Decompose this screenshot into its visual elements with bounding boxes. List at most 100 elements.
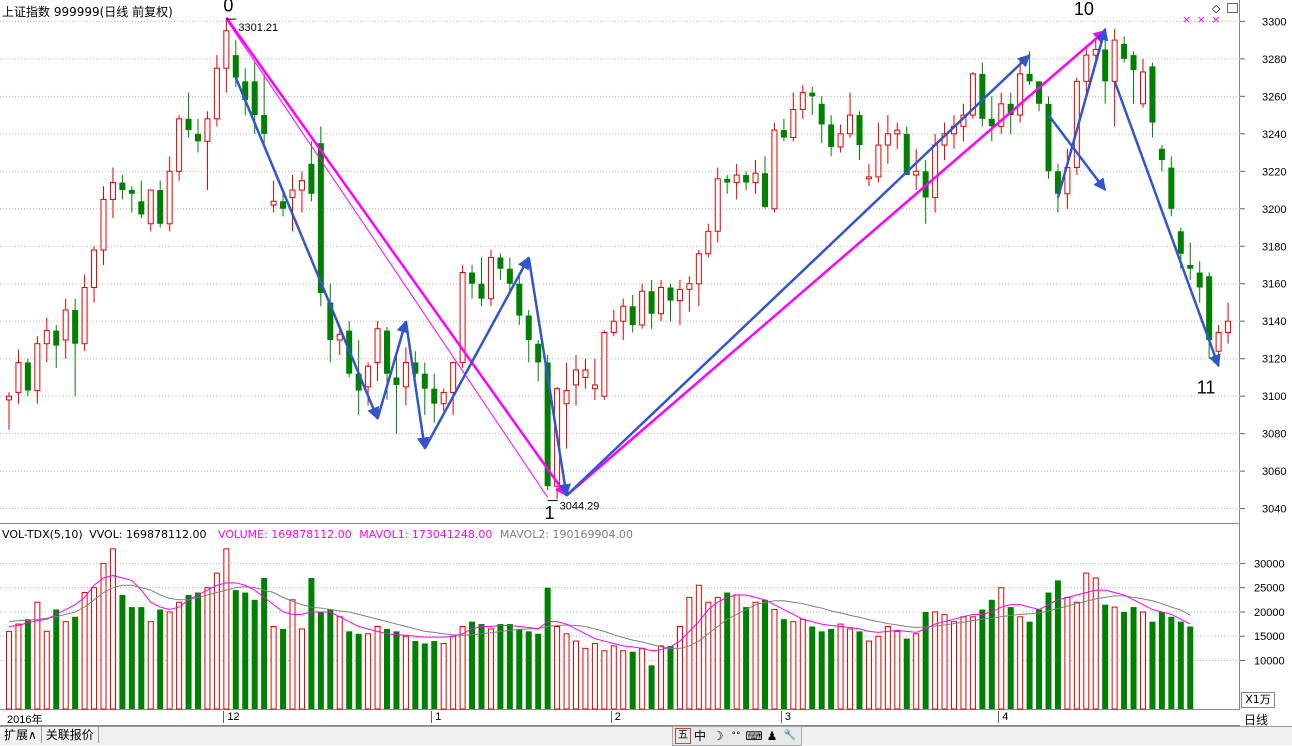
candle-body-up bbox=[402, 361, 409, 388]
candle-body-down bbox=[1007, 103, 1014, 116]
restore-icon[interactable] bbox=[1227, 3, 1238, 13]
vvol-value: VVOL: 169878112.00 bbox=[89, 528, 207, 541]
diamond-icon[interactable]: ◇ bbox=[1212, 2, 1221, 15]
candle-body-up bbox=[799, 92, 806, 110]
candle bbox=[336, 328, 343, 355]
candlestick-chart[interactable]: 3040 3060 3080 3100 3120 3140 3160 3180 3200 3220… bbox=[0, 0, 1292, 524]
candle-body-up bbox=[204, 118, 211, 142]
candle bbox=[1187, 242, 1194, 280]
candle bbox=[1130, 51, 1137, 104]
moon-icon[interactable]: ☽ bbox=[712, 729, 724, 743]
volume-bar-down bbox=[128, 607, 135, 709]
candle-body-up bbox=[847, 114, 854, 135]
candle bbox=[799, 85, 806, 119]
volume-bar-up bbox=[960, 616, 967, 710]
candle-body-down bbox=[535, 343, 542, 363]
candle bbox=[1083, 45, 1090, 93]
volume-bar-up bbox=[459, 626, 466, 710]
toolbar-chinese[interactable]: 中 bbox=[693, 729, 706, 743]
candle-body-up bbox=[733, 174, 740, 184]
candle bbox=[828, 115, 835, 157]
candle bbox=[582, 358, 589, 389]
candle-body-down bbox=[469, 272, 476, 284]
blue-wave-arrow bbox=[423, 256, 530, 450]
candle-body-up bbox=[686, 283, 693, 290]
volume-bar-up bbox=[147, 621, 154, 710]
volume-bar-down bbox=[1187, 626, 1194, 709]
candle bbox=[15, 349, 22, 404]
candle-body-down bbox=[1177, 231, 1184, 254]
volume-bar-down bbox=[308, 577, 315, 709]
candle bbox=[195, 118, 201, 153]
candle bbox=[903, 126, 910, 176]
volume-bar-down bbox=[232, 590, 239, 709]
candle-body-down bbox=[251, 81, 258, 116]
volume-bar-up bbox=[837, 623, 844, 710]
x-axis: 2016年 12 1 2 3 4 bbox=[0, 710, 1240, 726]
candle bbox=[261, 73, 268, 144]
candle-body-up bbox=[620, 305, 627, 322]
candle bbox=[1215, 324, 1222, 363]
candle-body-down bbox=[1168, 167, 1175, 209]
candle bbox=[487, 250, 494, 307]
candle bbox=[951, 115, 957, 149]
candle bbox=[374, 321, 381, 382]
volume-bar-down bbox=[525, 631, 532, 709]
volume-bar-up bbox=[658, 645, 665, 710]
volume-bar-down bbox=[780, 619, 787, 709]
volume-bar-up bbox=[1073, 601, 1080, 710]
candle-body-down bbox=[355, 373, 362, 391]
volume-bar-up bbox=[450, 635, 457, 710]
volume-value: VOLUME: 169878112.00 bbox=[218, 528, 352, 541]
user-icon[interactable]: ♟ bbox=[766, 729, 778, 743]
volume-chart[interactable]: 10000 15000 20000 25000 30000 bbox=[0, 524, 1292, 710]
candle bbox=[412, 351, 419, 378]
volume-bar-down bbox=[251, 599, 258, 709]
x-tick-label: 3 bbox=[780, 711, 791, 723]
volume-bar-down bbox=[828, 628, 835, 709]
volume-bar-down bbox=[24, 619, 31, 709]
tab-related-quotes[interactable]: 关联报价 bbox=[42, 727, 99, 743]
toolbar-wubi[interactable]: 五 bbox=[675, 728, 691, 744]
candle bbox=[516, 272, 523, 325]
candle bbox=[563, 362, 570, 449]
keyboard-icon[interactable]: ⌨ bbox=[745, 729, 763, 743]
price-tick-label: 3100 bbox=[1262, 391, 1286, 403]
candle bbox=[1206, 272, 1213, 359]
volume-bar-down bbox=[1102, 604, 1109, 709]
period-label[interactable]: 日线 bbox=[1244, 713, 1269, 727]
candle-body-up bbox=[270, 200, 277, 206]
candle-body-down bbox=[1187, 265, 1194, 269]
candle bbox=[308, 141, 315, 202]
tab-expand[interactable]: 扩展∧ bbox=[0, 727, 42, 743]
candle bbox=[1017, 58, 1024, 123]
candle-body-down bbox=[648, 291, 655, 314]
volume-bar-up bbox=[932, 611, 939, 710]
volume-bar-down bbox=[903, 638, 910, 709]
blue-wave-arrow bbox=[234, 77, 380, 420]
volume-bar-up bbox=[573, 640, 579, 710]
candle bbox=[166, 156, 173, 232]
input-toolbar: 五 中 ☽ °° ⌨ ♟ 🔧 bbox=[672, 726, 802, 746]
volume-bar-down bbox=[195, 592, 201, 709]
candle-body-up bbox=[298, 180, 305, 191]
volume-unit: X1万 bbox=[1241, 692, 1275, 708]
candle-body-up bbox=[1215, 331, 1222, 352]
volume-bar-up bbox=[884, 626, 891, 710]
punctuation-icon[interactable]: °° bbox=[731, 731, 741, 741]
candle bbox=[865, 163, 872, 187]
volume-tick-label: 20000 bbox=[1254, 607, 1285, 619]
candle bbox=[176, 115, 183, 181]
volume-bar-down bbox=[724, 592, 731, 709]
candle-body-up bbox=[147, 189, 154, 225]
volume-header: VOL-TDX(5,10) VVOL: 169878112.00 VOLUME:… bbox=[2, 528, 633, 541]
magenta-trend-arrow bbox=[225, 16, 568, 497]
candle bbox=[270, 180, 277, 213]
volume-bar-down bbox=[421, 643, 428, 709]
volume-bar-down bbox=[242, 592, 249, 709]
wrench-icon[interactable]: 🔧 bbox=[783, 730, 797, 741]
volume-bar-up bbox=[875, 635, 882, 710]
volume-bar-down bbox=[856, 631, 863, 709]
candle bbox=[450, 361, 457, 415]
volume-bar-down bbox=[818, 631, 825, 709]
